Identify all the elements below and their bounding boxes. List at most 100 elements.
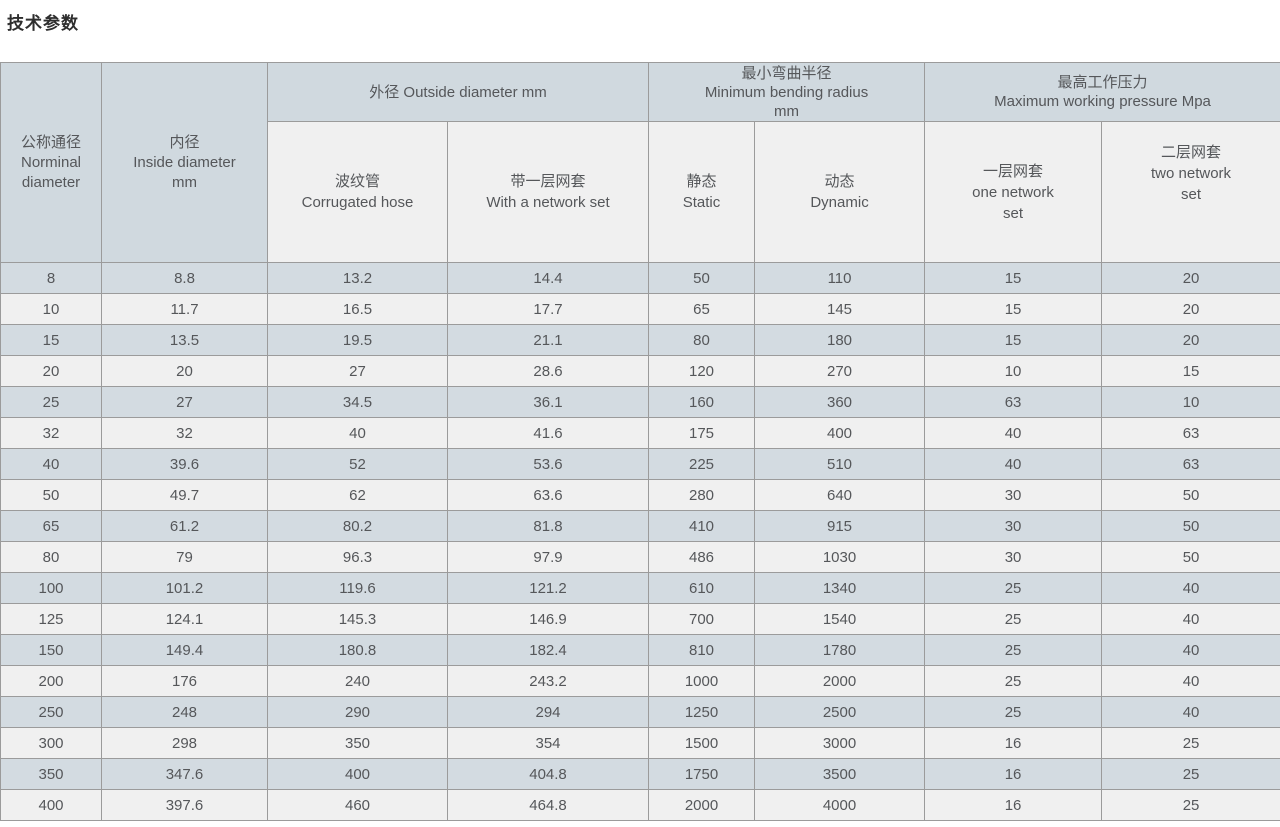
header-nominal-diameter: 公称通径 Norminal diameter [1, 63, 102, 263]
cell-inside-diameter: 101.2 [102, 573, 268, 604]
cell-inside-diameter: 347.6 [102, 759, 268, 790]
cell-static-radius: 1750 [649, 759, 755, 790]
cell-static-radius: 810 [649, 635, 755, 666]
cell-with-network-set: 41.6 [448, 418, 649, 449]
cell-corrugated-hose: 240 [268, 666, 448, 697]
cell-one-network-set: 16 [925, 790, 1102, 821]
page-title: 技术参数 [7, 9, 1280, 34]
table-header: 公称通径 Norminal diameter 内径 Inside diamete… [1, 63, 1280, 263]
cell-dynamic-radius: 510 [755, 449, 925, 480]
cell-with-network-set: 14.4 [448, 263, 649, 294]
cell-inside-diameter: 32 [102, 418, 268, 449]
cell-nominal-diameter: 15 [1, 325, 102, 356]
cell-nominal-diameter: 20 [1, 356, 102, 387]
cell-two-network-set: 25 [1102, 790, 1280, 821]
header-two-network-set: 二层网套 two network set [1102, 122, 1280, 263]
cell-two-network-set: 40 [1102, 635, 1280, 666]
cell-two-network-set: 63 [1102, 449, 1280, 480]
cell-inside-diameter: 8.8 [102, 263, 268, 294]
cell-inside-diameter: 79 [102, 542, 268, 573]
cell-static-radius: 280 [649, 480, 755, 511]
cell-one-network-set: 15 [925, 325, 1102, 356]
cell-one-network-set: 25 [925, 697, 1102, 728]
cell-static-radius: 610 [649, 573, 755, 604]
cell-static-radius: 160 [649, 387, 755, 418]
cell-two-network-set: 20 [1102, 325, 1280, 356]
cell-inside-diameter: 11.7 [102, 294, 268, 325]
header-with-network-set: 带一层网套 With a network set [448, 122, 649, 263]
cell-corrugated-hose: 62 [268, 480, 448, 511]
cell-static-radius: 50 [649, 263, 755, 294]
cell-nominal-diameter: 25 [1, 387, 102, 418]
header-group-outside-diameter: 外径 Outside diameter mm [268, 63, 649, 122]
cell-corrugated-hose: 52 [268, 449, 448, 480]
cell-nominal-diameter: 150 [1, 635, 102, 666]
cell-inside-diameter: 149.4 [102, 635, 268, 666]
tech-params-table: 公称通径 Norminal diameter 内径 Inside diamete… [0, 62, 1280, 821]
cell-dynamic-radius: 1540 [755, 604, 925, 635]
cell-nominal-diameter: 10 [1, 294, 102, 325]
cell-static-radius: 1250 [649, 697, 755, 728]
cell-one-network-set: 25 [925, 573, 1102, 604]
cell-inside-diameter: 124.1 [102, 604, 268, 635]
cell-two-network-set: 20 [1102, 263, 1280, 294]
cell-corrugated-hose: 145.3 [268, 604, 448, 635]
cell-dynamic-radius: 1030 [755, 542, 925, 573]
cell-two-network-set: 40 [1102, 604, 1280, 635]
cell-dynamic-radius: 915 [755, 511, 925, 542]
cell-static-radius: 2000 [649, 790, 755, 821]
cell-with-network-set: 17.7 [448, 294, 649, 325]
cell-two-network-set: 25 [1102, 728, 1280, 759]
cell-two-network-set: 25 [1102, 759, 1280, 790]
cell-dynamic-radius: 3000 [755, 728, 925, 759]
cell-with-network-set: 53.6 [448, 449, 649, 480]
cell-inside-diameter: 39.6 [102, 449, 268, 480]
header-one-network-set: 一层网套 one network set [925, 122, 1102, 263]
cell-two-network-set: 50 [1102, 542, 1280, 573]
cell-corrugated-hose: 460 [268, 790, 448, 821]
cell-two-network-set: 63 [1102, 418, 1280, 449]
cell-one-network-set: 30 [925, 542, 1102, 573]
header-group-max-working-pressure: 最高工作压力 Maximum working pressure Mpa [925, 63, 1280, 122]
cell-nominal-diameter: 32 [1, 418, 102, 449]
cell-inside-diameter: 176 [102, 666, 268, 697]
cell-corrugated-hose: 290 [268, 697, 448, 728]
header-corrugated-hose: 波纹管 Corrugated hose [268, 122, 448, 263]
cell-dynamic-radius: 180 [755, 325, 925, 356]
cell-dynamic-radius: 360 [755, 387, 925, 418]
cell-nominal-diameter: 40 [1, 449, 102, 480]
cell-two-network-set: 40 [1102, 573, 1280, 604]
cell-static-radius: 486 [649, 542, 755, 573]
header-dynamic: 动态 Dynamic [755, 122, 925, 263]
cell-two-network-set: 40 [1102, 697, 1280, 728]
cell-one-network-set: 10 [925, 356, 1102, 387]
cell-dynamic-radius: 3500 [755, 759, 925, 790]
cell-nominal-diameter: 65 [1, 511, 102, 542]
cell-nominal-diameter: 80 [1, 542, 102, 573]
cell-static-radius: 410 [649, 511, 755, 542]
cell-one-network-set: 30 [925, 511, 1102, 542]
cell-two-network-set: 10 [1102, 387, 1280, 418]
cell-with-network-set: 63.6 [448, 480, 649, 511]
cell-with-network-set: 36.1 [448, 387, 649, 418]
cell-with-network-set: 404.8 [448, 759, 649, 790]
cell-static-radius: 80 [649, 325, 755, 356]
cell-two-network-set: 40 [1102, 666, 1280, 697]
cell-nominal-diameter: 400 [1, 790, 102, 821]
cell-inside-diameter: 248 [102, 697, 268, 728]
cell-static-radius: 225 [649, 449, 755, 480]
cell-dynamic-radius: 2000 [755, 666, 925, 697]
cell-corrugated-hose: 96.3 [268, 542, 448, 573]
cell-nominal-diameter: 100 [1, 573, 102, 604]
cell-with-network-set: 294 [448, 697, 649, 728]
